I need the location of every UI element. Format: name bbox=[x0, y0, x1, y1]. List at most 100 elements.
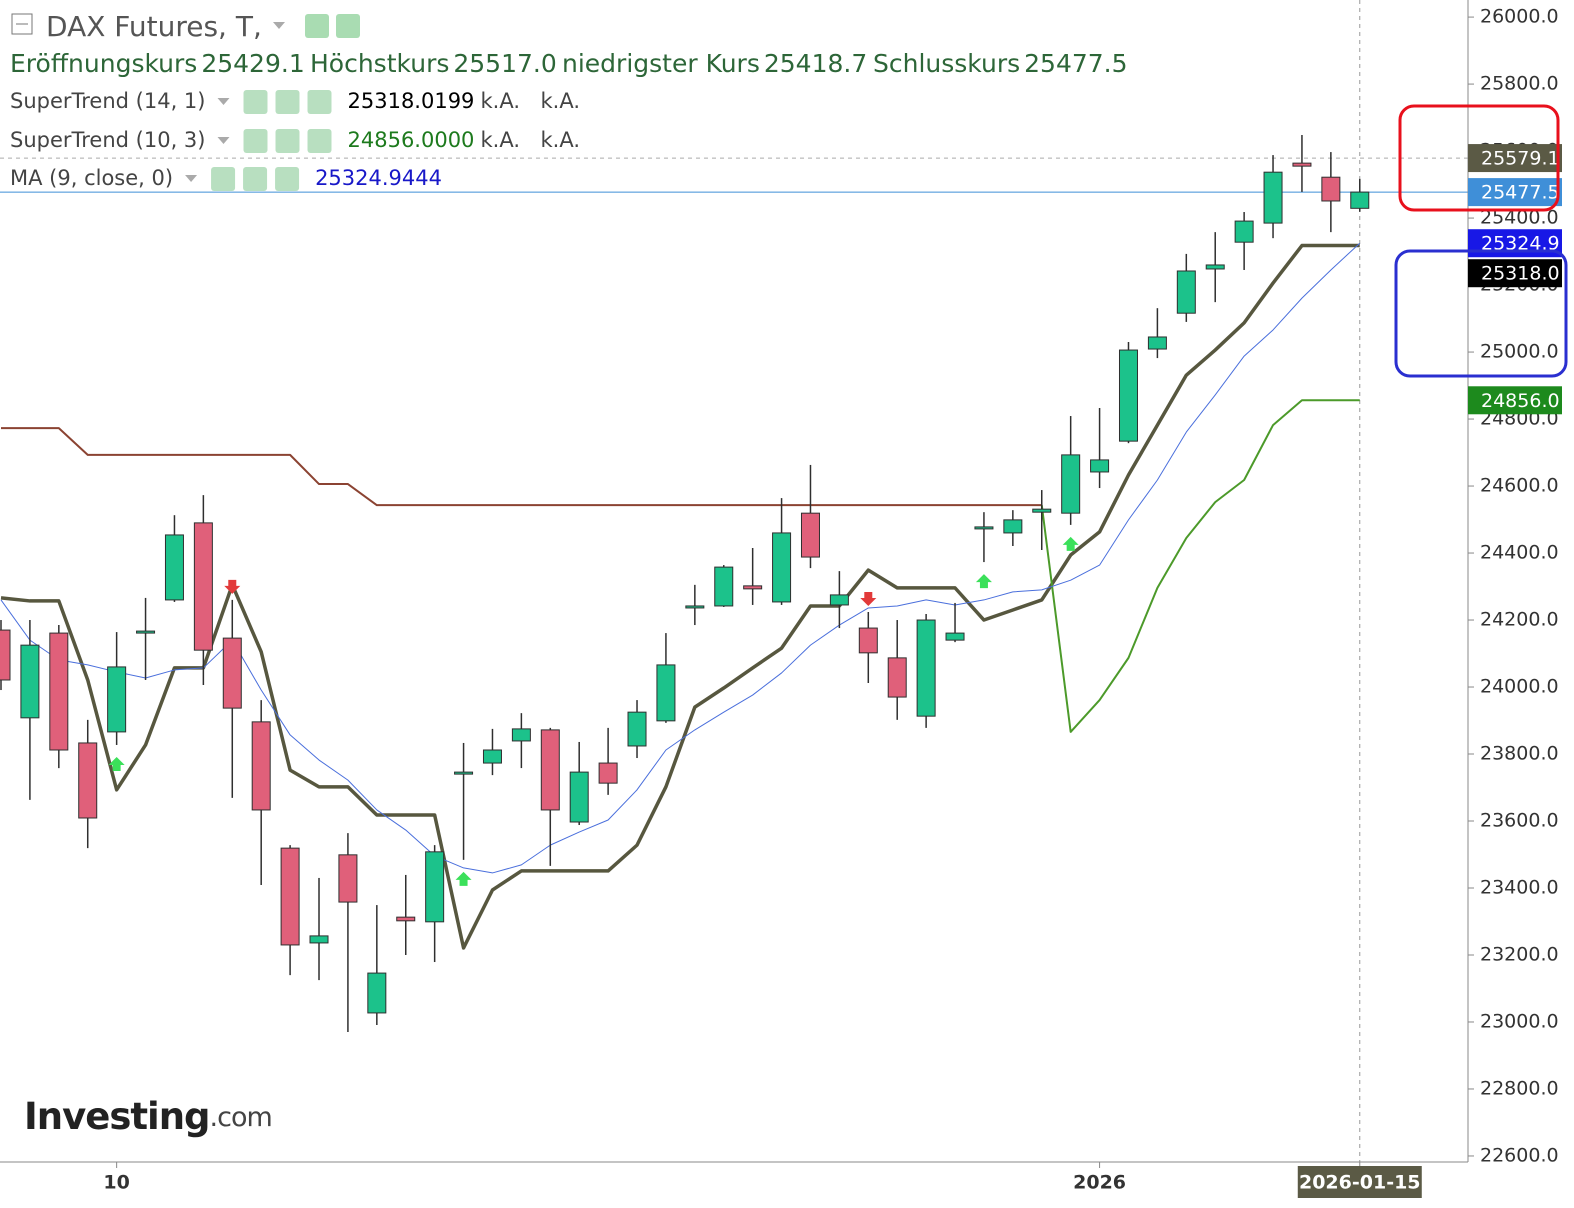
candle-body bbox=[251, 721, 271, 811]
price-tag-label: 25477.5 bbox=[1481, 182, 1560, 204]
signal-arrow-up bbox=[455, 871, 472, 886]
y-tick-label: 23200.0 bbox=[1480, 943, 1559, 965]
axes: 22600.0 22800.0 23000.0 23200.0 23400.0 23600… bbox=[103, 6, 1562, 1198]
signal-arrow-up bbox=[1062, 536, 1079, 551]
settings-icon[interactable] bbox=[275, 90, 300, 114]
remove-icon[interactable] bbox=[307, 90, 332, 114]
price-tag bbox=[1468, 259, 1562, 288]
candle-body bbox=[916, 619, 936, 717]
candle-body bbox=[454, 771, 474, 775]
candle-body bbox=[107, 666, 127, 733]
candle-body bbox=[714, 566, 734, 607]
settings-icon[interactable] bbox=[275, 129, 300, 153]
ohlc-close: Schlusskurs 25477.5 bbox=[873, 49, 1128, 78]
candle-body bbox=[367, 972, 387, 1014]
x-tick-label: 2026 bbox=[1073, 1172, 1126, 1194]
candle-body bbox=[164, 534, 184, 601]
watermark-brand: Investing bbox=[24, 1095, 210, 1138]
candle-body bbox=[858, 627, 878, 654]
candle-body bbox=[511, 728, 531, 742]
candle-body bbox=[772, 532, 792, 603]
y-tick-label: 23400.0 bbox=[1480, 876, 1559, 898]
highlight-box-red bbox=[1398, 104, 1560, 212]
chart-title: DAX Futures, T, bbox=[46, 10, 262, 43]
price-tag-label: 24856.0 bbox=[1481, 390, 1560, 412]
candle-body bbox=[20, 644, 40, 719]
ohlc-label: Schlusskurs bbox=[873, 49, 1020, 78]
eye-icon[interactable] bbox=[243, 90, 268, 114]
candle-body bbox=[0, 629, 11, 681]
candle-body bbox=[309, 935, 329, 944]
indicator-line bbox=[0, 243, 1360, 950]
indicator-rows: SuperTrend (14, 1) 25318.0199 k.A. k.A.Supe… bbox=[10, 89, 580, 191]
indicator-na: k.A. bbox=[541, 128, 581, 152]
candle-body bbox=[656, 664, 676, 722]
y-tick-label: 24600.0 bbox=[1480, 475, 1559, 497]
candle-body bbox=[974, 526, 994, 530]
dropdown-arrow bbox=[185, 175, 198, 182]
candle-body bbox=[1090, 459, 1110, 473]
ohlc-low: niedrigster Kurs 25418.7 bbox=[562, 49, 867, 78]
price-tag bbox=[1468, 229, 1562, 258]
remove-icon[interactable] bbox=[307, 129, 332, 153]
remove-icon[interactable] bbox=[275, 167, 300, 191]
eye-icon[interactable] bbox=[243, 129, 268, 153]
candle-body bbox=[598, 762, 618, 784]
candle-body bbox=[569, 771, 589, 823]
collapse-icon[interactable] bbox=[11, 13, 33, 35]
y-tick-label: 23600.0 bbox=[1480, 810, 1559, 832]
candle-body bbox=[49, 632, 69, 751]
ohlc-value: 25429.1 bbox=[201, 49, 304, 78]
indicator-name: SuperTrend (10, 3) bbox=[10, 128, 206, 152]
y-tick-label: 26000.0 bbox=[1480, 6, 1559, 28]
indicator-value: 25324.9444 bbox=[315, 166, 442, 190]
price-tag-label: 25579.1 bbox=[1481, 148, 1560, 170]
x-tick-label: 10 bbox=[103, 1172, 129, 1194]
candle-body bbox=[1292, 162, 1312, 167]
candle-body bbox=[1205, 264, 1225, 270]
signal-arrow-down bbox=[224, 579, 241, 594]
price-tag bbox=[1468, 386, 1562, 415]
price-tag bbox=[1468, 178, 1562, 207]
signal-arrow-up bbox=[975, 574, 992, 589]
indicator-na: k.A. bbox=[481, 128, 521, 152]
price-tag bbox=[1468, 144, 1562, 173]
indicator-name: SuperTrend (14, 1) bbox=[10, 89, 206, 113]
candle-body bbox=[193, 522, 213, 651]
eye-icon[interactable] bbox=[211, 167, 236, 191]
supertrend-lower bbox=[1040, 399, 1360, 733]
candle-body bbox=[540, 729, 560, 811]
highlight-box-blue bbox=[1394, 249, 1568, 378]
y-tick-label: 24000.0 bbox=[1480, 676, 1559, 698]
indicator-value: 25318.0199 bbox=[348, 89, 475, 113]
settings-icon[interactable] bbox=[336, 14, 360, 38]
y-tick-label: 24200.0 bbox=[1480, 609, 1559, 631]
dropdown-arrow bbox=[217, 137, 230, 144]
candle-body bbox=[1176, 270, 1196, 314]
candle-body bbox=[1263, 171, 1283, 224]
candle-body bbox=[482, 749, 502, 764]
ohlc-value: 25477.5 bbox=[1024, 49, 1127, 78]
settings-icon[interactable] bbox=[243, 167, 268, 191]
signal-arrow-up bbox=[108, 756, 125, 771]
candle-body bbox=[1147, 336, 1167, 350]
ohlc-label: Höchstkurs bbox=[310, 49, 449, 78]
indicator-name: MA (9, close, 0) bbox=[10, 166, 173, 190]
y-tick-label: 25800.0 bbox=[1480, 73, 1559, 95]
dropdown-arrow[interactable] bbox=[273, 22, 285, 29]
candle-body bbox=[1003, 519, 1023, 534]
candle-body bbox=[396, 916, 416, 922]
candle-body bbox=[136, 630, 156, 634]
y-tick-label: 22800.0 bbox=[1480, 1077, 1559, 1099]
candle-body bbox=[743, 585, 763, 590]
y-tick-label: 24400.0 bbox=[1480, 542, 1559, 564]
indicator-na: k.A. bbox=[481, 89, 521, 113]
supertrend-upper bbox=[1, 427, 1042, 507]
ohlc-open: Eröffnungskurs 25429.1 bbox=[10, 49, 305, 78]
candle-body bbox=[1234, 220, 1254, 243]
dropdown-arrow bbox=[217, 98, 230, 105]
indicator-na: k.A. bbox=[541, 89, 581, 113]
eye-icon[interactable] bbox=[305, 14, 329, 38]
y-tick-label: 22600.0 bbox=[1480, 1144, 1559, 1166]
